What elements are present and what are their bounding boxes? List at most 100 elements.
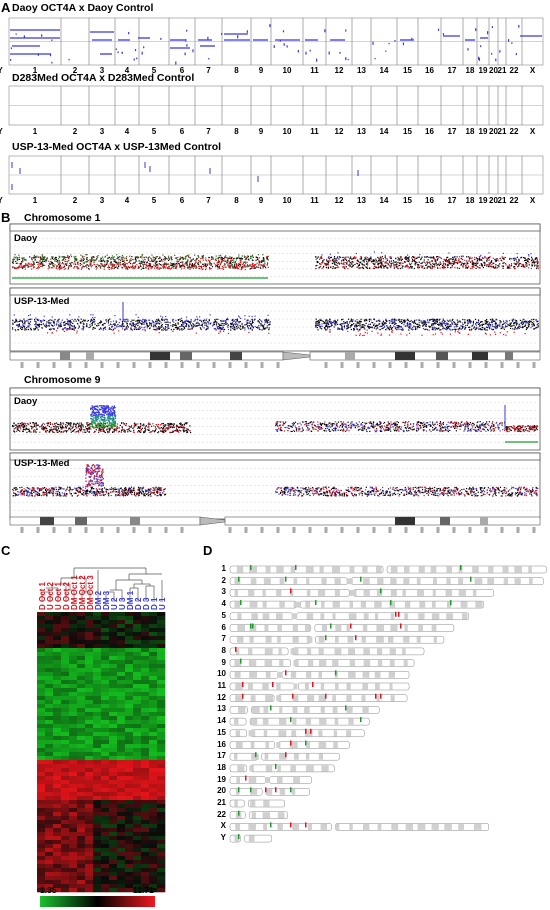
cn-point [197, 255, 199, 257]
cn-point [417, 323, 419, 326]
cn-point [110, 264, 112, 266]
cn-point [91, 259, 93, 261]
cn-point [258, 328, 260, 330]
cn-point [64, 323, 66, 325]
cn-point [247, 324, 249, 327]
cn-point [98, 429, 100, 431]
cn-point [527, 322, 529, 324]
cn-point [214, 321, 216, 323]
cn-point [22, 430, 24, 432]
cn-point [464, 262, 466, 264]
cn-point [257, 320, 259, 323]
cn-point [79, 425, 81, 427]
cn-point [439, 321, 441, 324]
cn-point [80, 318, 82, 320]
cn-point [520, 256, 523, 258]
cn-point [380, 259, 382, 261]
cn-point [214, 328, 217, 330]
cn-point [238, 327, 240, 329]
cn-point [224, 257, 226, 259]
cn-point [354, 326, 356, 328]
cn-point [62, 329, 64, 331]
cn-point [60, 321, 62, 323]
cn-point [134, 258, 136, 260]
cn-point [182, 261, 184, 263]
cn-point [113, 430, 115, 432]
cn-point [46, 427, 48, 430]
cn-point [90, 319, 92, 321]
cn-point [68, 328, 70, 330]
cn-point [350, 319, 352, 321]
cn-point [108, 257, 110, 259]
cn-point [110, 262, 113, 264]
cn-point [367, 262, 369, 264]
cn-point [18, 323, 21, 325]
cn-point [462, 265, 464, 267]
cn-point [329, 259, 331, 262]
cn-point [535, 264, 537, 266]
cn-point [150, 431, 152, 433]
cn-point [392, 319, 394, 321]
cn-point [521, 324, 523, 326]
cn-point [36, 267, 38, 269]
cn-point [528, 323, 530, 325]
cn-point [471, 260, 473, 262]
cn-point [126, 318, 128, 320]
cn-point [165, 258, 167, 260]
cn-point [423, 261, 425, 263]
cn-point [106, 262, 108, 265]
cn-point [498, 264, 500, 266]
cn-point [323, 322, 325, 324]
cn-point [93, 321, 95, 323]
cn-point [500, 321, 502, 323]
cn-point [535, 257, 537, 259]
cn-point [123, 325, 125, 327]
cn-point [72, 423, 75, 425]
cn-point [102, 258, 104, 260]
cn-point [536, 320, 538, 322]
a-daoy-point [273, 45, 275, 48]
cn-point [356, 319, 358, 321]
cn-point [193, 320, 195, 322]
cn-point [243, 261, 245, 263]
cn-point [12, 259, 14, 261]
cn-point [506, 331, 508, 333]
cn-point [111, 266, 113, 268]
cn-point [364, 328, 366, 330]
cn-point [81, 328, 83, 330]
cn-point [141, 262, 143, 264]
cn-point [76, 330, 78, 332]
cn-point [108, 428, 110, 430]
cn-point [65, 322, 67, 325]
cn-point [24, 329, 26, 331]
cn-point [87, 260, 90, 262]
cn-point [381, 324, 384, 326]
cn-point [181, 264, 183, 267]
cn-point [513, 323, 515, 325]
cn-point [318, 323, 320, 325]
cn-point [219, 331, 221, 333]
cn-point [340, 324, 342, 326]
cn-point [178, 263, 180, 265]
a-chr-label-10: 10 [282, 127, 292, 136]
cn-point [108, 324, 110, 326]
cn-point [114, 264, 116, 266]
cn-point [217, 261, 219, 263]
cn-point [480, 328, 482, 331]
cn-point [180, 268, 183, 270]
cn-point [215, 257, 217, 259]
cn-point [53, 328, 55, 330]
cn-point [159, 264, 162, 266]
cn-point [326, 322, 328, 324]
cn-point [398, 264, 400, 266]
cn-point [114, 327, 116, 329]
cn-point [82, 259, 85, 262]
cn-point [183, 427, 185, 429]
cn-point [197, 258, 199, 260]
cn-point [536, 324, 538, 326]
cn-point [130, 329, 132, 331]
cn-point [134, 323, 136, 325]
cn-point [233, 326, 235, 328]
cn-point [80, 268, 83, 270]
cn-point [225, 266, 227, 268]
